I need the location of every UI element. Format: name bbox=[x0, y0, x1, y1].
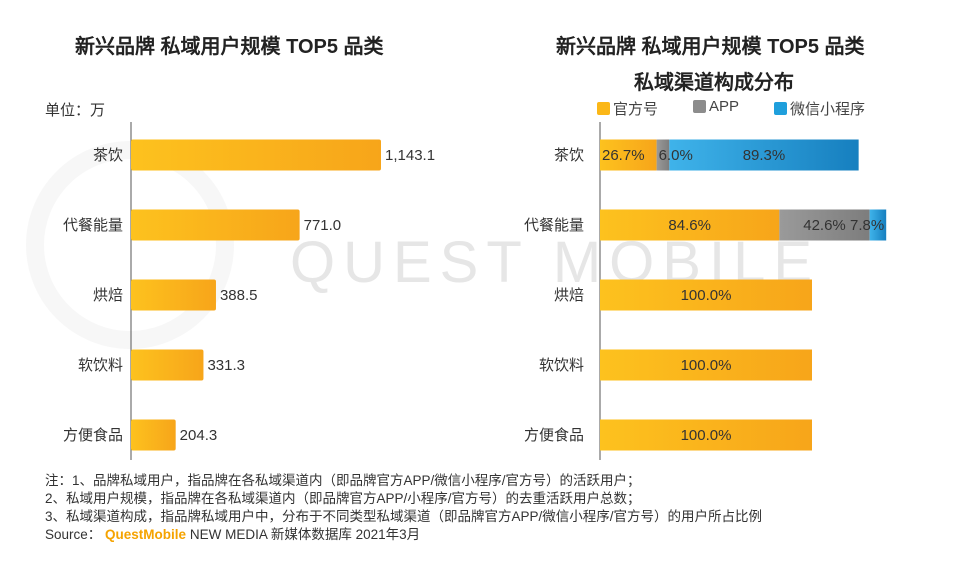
legend-swatch-official bbox=[597, 102, 610, 115]
left-value-label: 331.3 bbox=[207, 357, 245, 374]
right-category-label: 软饮料 bbox=[539, 357, 584, 374]
left-bar bbox=[131, 209, 300, 241]
right-value-label: 84.6% bbox=[668, 217, 711, 234]
left-value-label: 388.5 bbox=[220, 287, 258, 304]
left-bar-chart: 茶饮 1,143.1 代餐能量 771.0 烘焙 388.5 软饮料 331.3 方便食品 204… bbox=[63, 122, 435, 460]
right-segment-app bbox=[656, 139, 670, 171]
right-value-label: 26.7% bbox=[602, 147, 645, 164]
right-category-label: 代餐能量 bbox=[524, 217, 584, 234]
legend-swatch-app bbox=[693, 100, 706, 113]
right-segment-miniprogram bbox=[869, 209, 887, 241]
right-value-label: 100.0% bbox=[681, 287, 732, 304]
right-value-label: 100.0% bbox=[681, 357, 732, 374]
right-segment-official bbox=[600, 209, 780, 241]
legend-label-app: APP bbox=[709, 98, 740, 115]
left-bar bbox=[131, 419, 176, 451]
right-value-label: 89.3% bbox=[743, 147, 786, 164]
unit-label: 单位：万 bbox=[45, 102, 106, 119]
source-prefix: Source： bbox=[45, 527, 102, 542]
left-bar bbox=[131, 279, 216, 311]
right-value-label: 100.0% bbox=[681, 427, 732, 444]
right-segment-app bbox=[779, 209, 870, 241]
source-line: Source： QuestMobile NEW MEDIA 新媒体数据库 202… bbox=[45, 526, 762, 544]
source-brand: QuestMobile bbox=[105, 527, 187, 542]
left-category-label: 烘焙 bbox=[93, 287, 123, 304]
left-bar bbox=[131, 139, 381, 171]
source-suffix: NEW MEDIA 新媒体数据库 2021年3月 bbox=[189, 527, 421, 542]
right-value-label: 7.8% bbox=[850, 217, 884, 234]
left-category-label: 茶饮 bbox=[93, 147, 123, 164]
legend-swatch-miniprogram bbox=[774, 102, 787, 115]
left-value-label: 204.3 bbox=[180, 427, 218, 444]
legend-label-official: 官方号 bbox=[613, 101, 659, 118]
legend-item-official: 官方号 bbox=[597, 98, 658, 119]
right-chart-subtitle: 私域渠道构成分布 bbox=[634, 72, 794, 94]
left-chart-title: 新兴品牌 私域用户规模 TOP5 品类 bbox=[75, 36, 384, 58]
right-category-label: 烘焙 bbox=[554, 287, 584, 304]
right-segment-official bbox=[600, 139, 657, 171]
left-value-label: 771.0 bbox=[304, 217, 342, 234]
legend-label-miniprogram: 微信小程序 bbox=[790, 101, 866, 118]
left-category-label: 软饮料 bbox=[78, 357, 123, 374]
right-segment-miniprogram bbox=[669, 139, 859, 171]
left-value-label: 1,143.1 bbox=[385, 147, 435, 164]
note-2: 2、私域用户规模，指品牌在各私域渠道内（即品牌官方APP/小程序/官方号）的去重… bbox=[45, 491, 641, 506]
right-category-label: 方便食品 bbox=[524, 427, 584, 444]
right-segment-official bbox=[600, 419, 812, 451]
footnotes: 注：1、品牌私域用户，指品牌在各私域渠道内（即品牌官方APP/微信小程序/官方号… bbox=[45, 472, 762, 544]
left-category-label: 方便食品 bbox=[63, 427, 123, 444]
right-stacked-chart: 茶饮 26.7% 6.0% 89.3% 代餐能量 84.6% 42.6% 7.8% 烘焙 100.… bbox=[524, 122, 887, 460]
right-value-label: 6.0% bbox=[659, 147, 693, 164]
note-1: 注：1、品牌私域用户，指品牌在各私域渠道内（即品牌官方APP/微信小程序/官方号… bbox=[45, 473, 641, 488]
left-bar bbox=[131, 349, 204, 381]
right-chart-title: 新兴品牌 私域用户规模 TOP5 品类 bbox=[556, 36, 865, 58]
note-3: 3、私域渠道构成，指品牌私域用户中，分布于不同类型私域渠道（即品牌官方APP/微… bbox=[45, 509, 763, 524]
right-value-label: 42.6% bbox=[803, 217, 846, 234]
right-segment-official bbox=[600, 349, 812, 381]
legend-item-app: APP bbox=[693, 98, 739, 115]
right-category-label: 茶饮 bbox=[554, 147, 584, 164]
left-category-label: 代餐能量 bbox=[63, 217, 123, 234]
right-segment-official bbox=[600, 279, 812, 311]
legend-item-miniprogram: 微信小程序 bbox=[774, 98, 865, 119]
